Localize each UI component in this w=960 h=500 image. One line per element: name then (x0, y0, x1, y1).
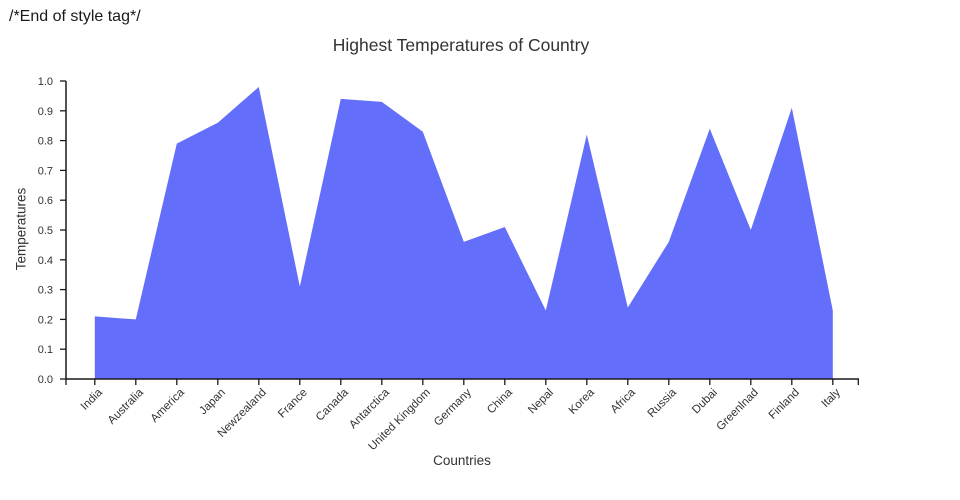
y-tick-label: 0.1 (38, 344, 53, 356)
x-tick-label: Nepal (526, 387, 556, 417)
y-tick-label: 1.0 (38, 76, 53, 88)
area-series (94, 87, 833, 379)
x-tick-label: Italy (820, 386, 844, 410)
x-axis-title: Countries (433, 453, 491, 468)
x-tick-label: Africa (609, 386, 639, 416)
y-tick-label: 0.8 (38, 136, 53, 148)
y-tick-label: 0.7 (38, 165, 53, 177)
x-tick-label: Japan (197, 387, 228, 418)
y-tick-label: 0.0 (38, 374, 53, 386)
x-tick-label: Russia (646, 386, 680, 420)
x-tick-label: China (485, 386, 515, 416)
x-tick-label: France (276, 387, 310, 421)
x-tick-label: Dubai (690, 387, 720, 417)
chart-title: Highest Temperatures of Country (332, 35, 590, 55)
y-tick-label: 0.4 (38, 255, 53, 267)
x-tick-label: Finland (767, 387, 802, 422)
x-tick-label: Germany (432, 386, 474, 428)
y-tick-label: 0.9 (38, 106, 53, 118)
y-axis-title: Temperatures (13, 187, 29, 271)
y-tick-label: 0.3 (38, 285, 53, 297)
x-tick-label: Korea (567, 386, 598, 417)
x-tick-label: Canada (314, 386, 351, 423)
y-tick-label: 0.6 (38, 195, 53, 207)
y-tick-label: 0.5 (38, 225, 53, 237)
x-tick-label: America (149, 386, 188, 425)
x-tick-label: Greenlnad (714, 387, 760, 433)
x-tick-label: India (79, 386, 106, 413)
x-tick-label: Australia (106, 386, 147, 427)
stray-css-comment: /*End of style tag*/ (9, 8, 141, 25)
y-tick-label: 0.2 (38, 314, 53, 326)
